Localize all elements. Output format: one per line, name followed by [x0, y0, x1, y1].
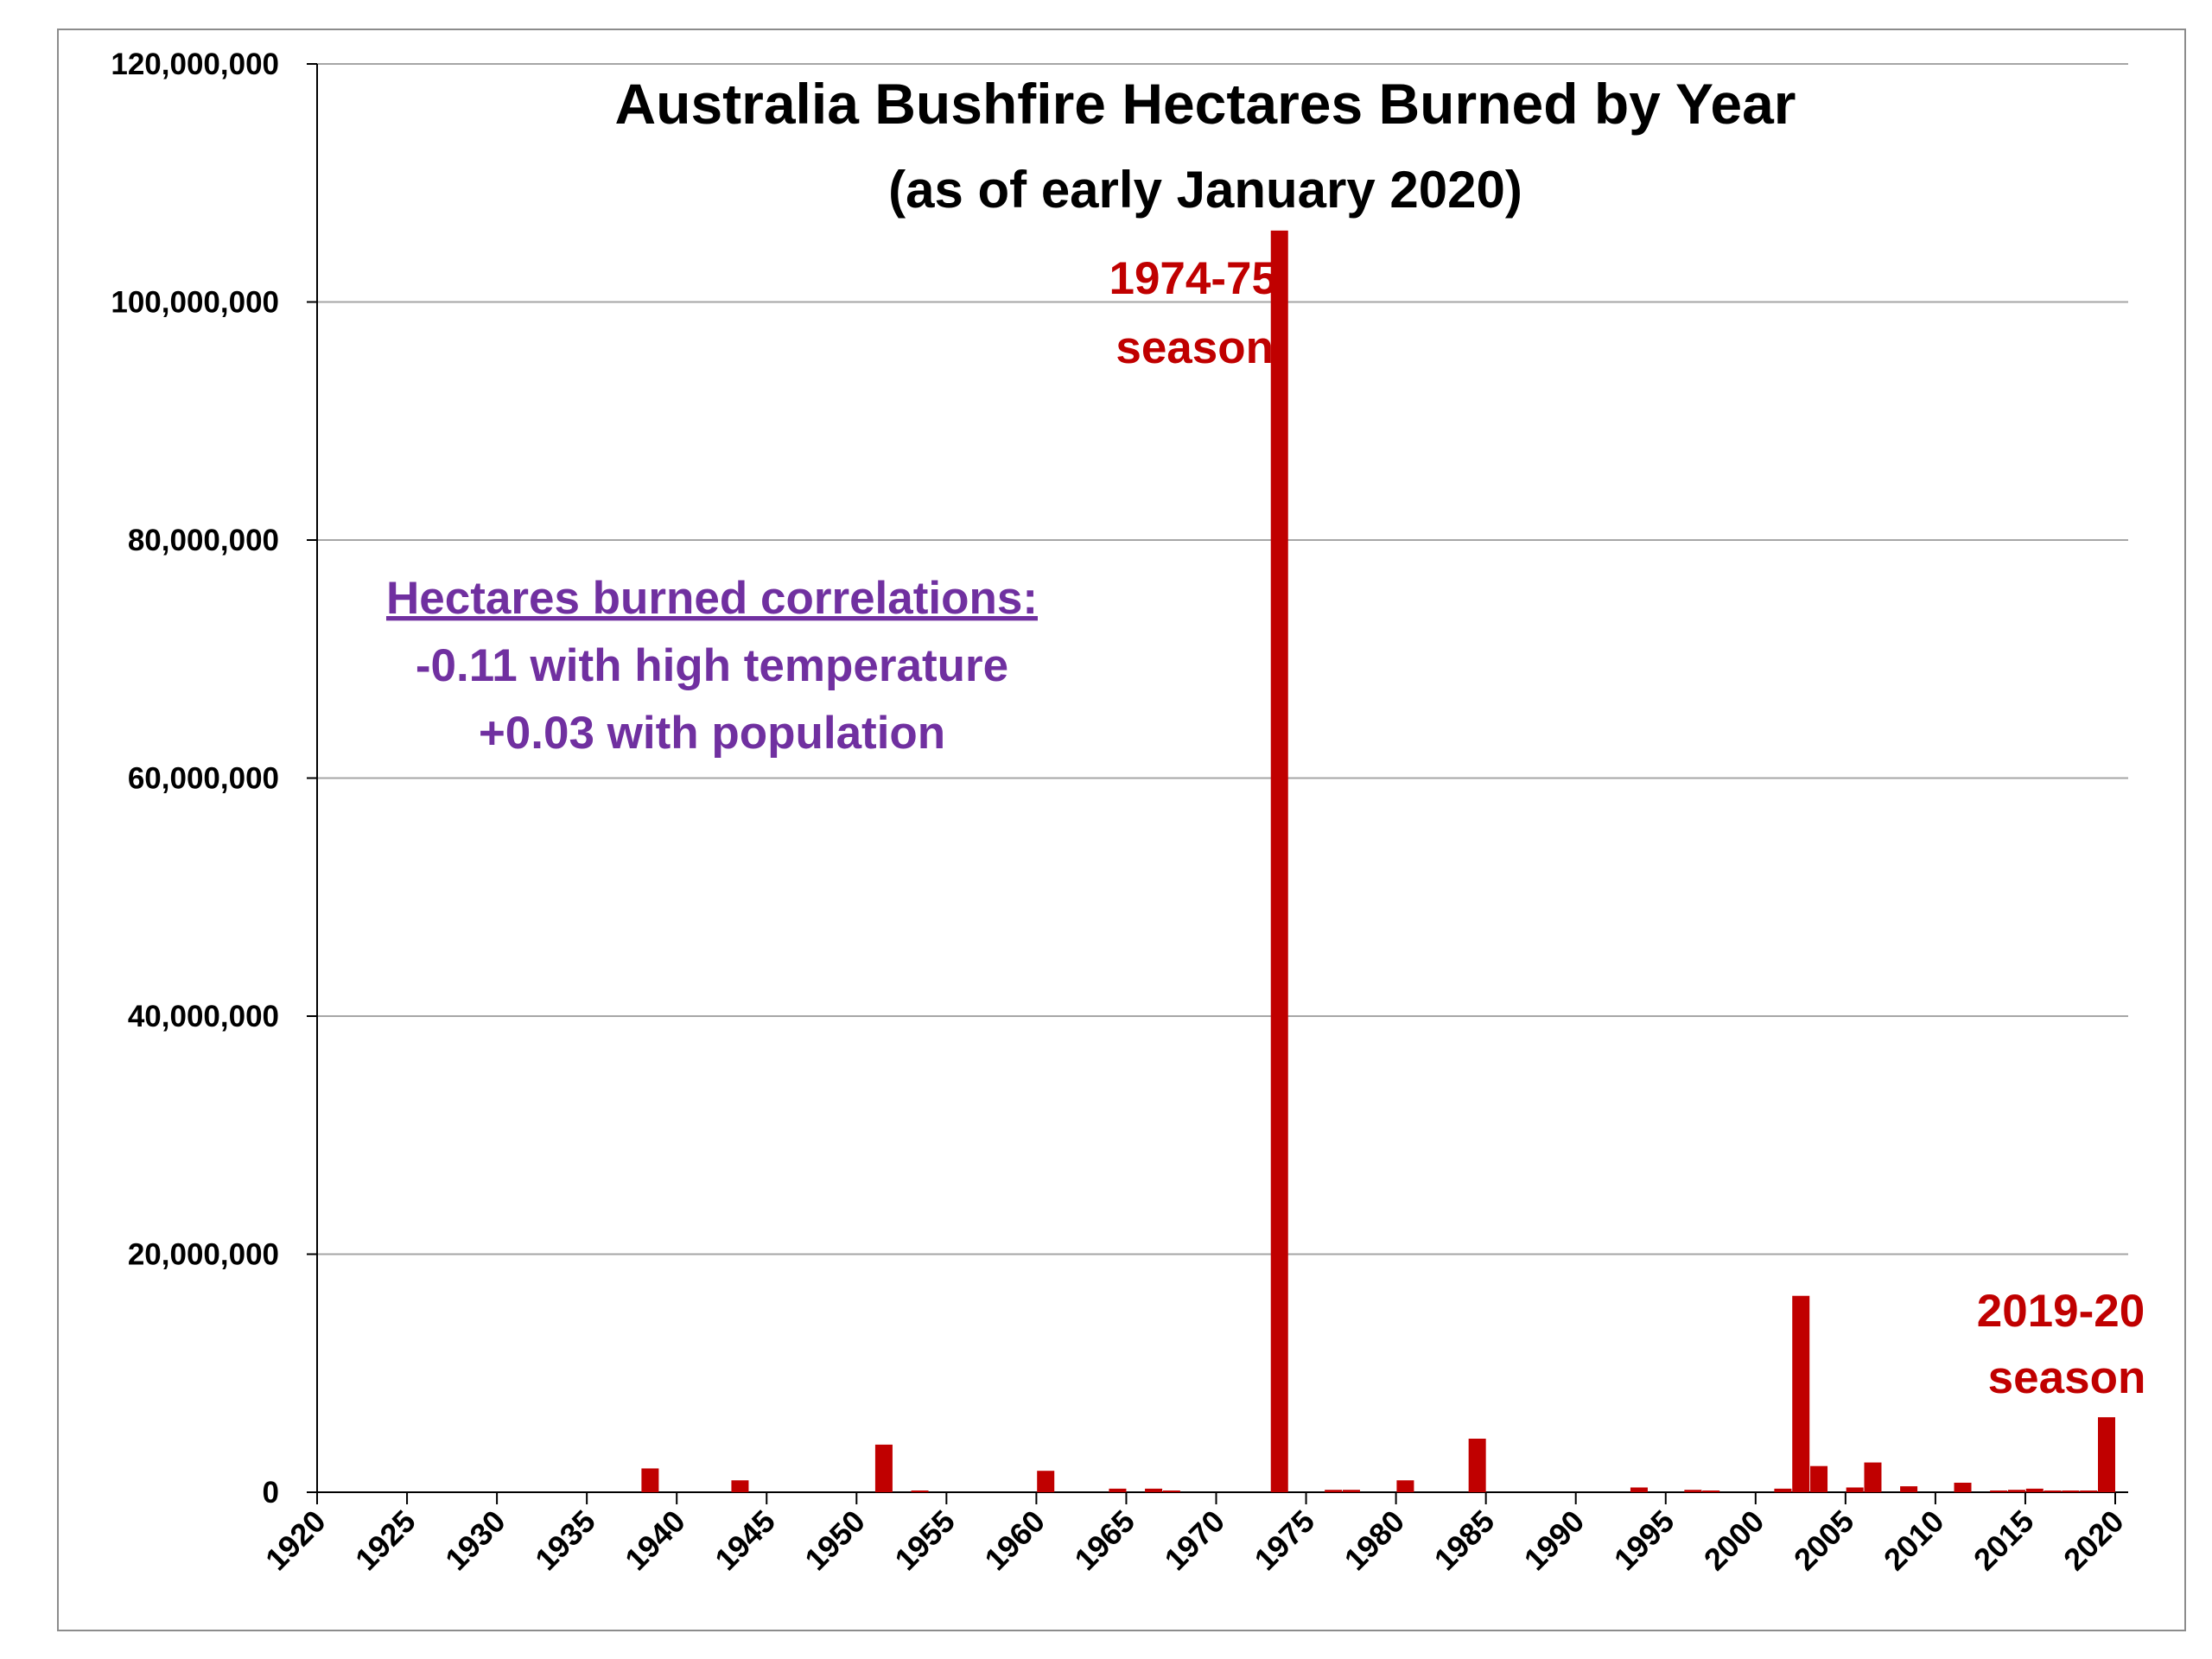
x-tick-label: 2020	[2056, 1503, 2131, 1578]
bar	[1145, 1488, 1163, 1492]
bar	[2080, 1491, 2098, 1492]
bar	[1900, 1486, 1918, 1492]
bar	[1325, 1490, 1343, 1492]
y-tick-label: 60,000,000	[128, 762, 279, 796]
x-tick-label: 1940	[618, 1503, 692, 1578]
bar	[1684, 1490, 1702, 1492]
x-tick-label: 1950	[798, 1503, 872, 1578]
y-tick-label: 100,000,000	[111, 286, 279, 320]
x-tick-label: 1995	[1607, 1503, 1681, 1578]
chart-title: Australia Bushfire Hectares Burned by Ye…	[615, 72, 1796, 136]
x-tick-label: 1925	[348, 1503, 423, 1578]
y-axis-ticks: 0 20,000,000 40,000,000 60,000,000 80,000,00…	[111, 48, 317, 1510]
x-tick-label: 1960	[977, 1503, 1052, 1578]
bar	[1864, 1462, 1882, 1492]
x-tick-label: 2015	[1967, 1503, 2041, 1578]
bar	[2062, 1491, 2080, 1492]
correlation-population: +0.03 with population	[479, 708, 945, 759]
y-tick-label: 20,000,000	[128, 1238, 279, 1272]
bar	[1954, 1482, 1972, 1492]
bar	[1109, 1488, 1127, 1492]
bar	[641, 1468, 659, 1492]
annotation-2019-20-line2: season	[1988, 1352, 2146, 1403]
x-tick-label: 2010	[1877, 1503, 1951, 1578]
bar	[1396, 1480, 1414, 1492]
annotation-1974-75-line1: 1974-75	[1109, 253, 1277, 304]
chart-subtitle: (as of early January 2020)	[888, 161, 1522, 219]
correlation-heading: Hectares burned correlations:	[386, 573, 1038, 624]
bar	[874, 1444, 893, 1492]
bar	[1037, 1471, 1055, 1492]
bar	[1468, 1439, 1486, 1492]
x-tick-label: 1975	[1248, 1503, 1322, 1578]
correlation-temperature: -0.11 with high temperature	[416, 640, 1008, 691]
bar	[1342, 1490, 1360, 1492]
bar	[1810, 1465, 1828, 1492]
bar	[2025, 1488, 2044, 1492]
x-tick-label: 1965	[1067, 1503, 1141, 1578]
y-tick-label: 0	[263, 1476, 279, 1510]
bar	[1270, 230, 1288, 1493]
bar	[731, 1480, 749, 1492]
annotation-1974-75-line2: season	[1116, 322, 1274, 373]
x-tick-label: 2000	[1697, 1503, 1771, 1578]
bar	[1990, 1491, 2008, 1492]
x-tick-label: 1930	[438, 1503, 512, 1578]
x-tick-label: 2005	[1787, 1503, 1861, 1578]
bar	[2007, 1490, 2025, 1492]
bar	[1792, 1295, 1810, 1492]
bar	[1630, 1487, 1648, 1492]
x-tick-label: 1980	[1338, 1503, 1412, 1578]
x-axis-ticks: 1920 1925 1930 1935 1940 1945 1950 1955 1960 1965…	[258, 1492, 2131, 1577]
bar	[1702, 1491, 1720, 1492]
x-tick-label: 1945	[708, 1503, 782, 1578]
y-tick-label: 120,000,000	[111, 48, 279, 81]
x-tick-label: 1970	[1158, 1503, 1232, 1578]
x-tick-label: 1935	[528, 1503, 602, 1578]
bar	[1774, 1488, 1792, 1492]
x-tick-label: 1955	[887, 1503, 962, 1578]
chart-frame	[57, 29, 2186, 1631]
x-tick-label: 1920	[258, 1503, 333, 1578]
bar	[911, 1491, 929, 1492]
x-tick-label: 1990	[1517, 1503, 1592, 1578]
bar	[2044, 1491, 2062, 1492]
y-tick-label: 40,000,000	[128, 1000, 279, 1033]
x-tick-label: 1985	[1427, 1503, 1502, 1578]
bar	[2098, 1417, 2115, 1492]
bars	[641, 230, 2115, 1493]
annotation-2019-20-line1: 2019-20	[1977, 1286, 2145, 1337]
bar	[1846, 1487, 1864, 1492]
gridlines	[317, 63, 2128, 1255]
y-tick-label: 80,000,000	[128, 524, 279, 557]
bar	[1162, 1491, 1180, 1492]
